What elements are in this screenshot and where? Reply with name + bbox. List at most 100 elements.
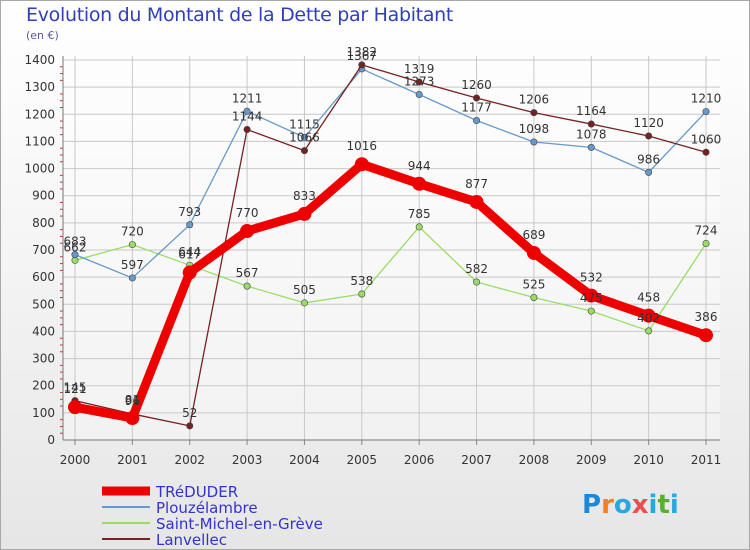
data-point (358, 290, 366, 298)
y-tick-label: 500 (32, 297, 55, 311)
data-label: 724 (695, 223, 718, 237)
x-tick-label: 2009 (576, 453, 607, 467)
data-label: 1382 (347, 45, 378, 59)
data-point (530, 293, 538, 301)
data-point (584, 288, 599, 303)
series-line-2 (74, 226, 707, 332)
data-point (415, 90, 423, 98)
legend-label-lanvellec: Lanvellec (156, 531, 227, 549)
series-line-3 (74, 64, 707, 427)
x-tick-label: 2010 (633, 453, 664, 467)
data-label: 1210 (691, 92, 722, 106)
data-point (469, 194, 484, 209)
data-label: 81 (125, 393, 140, 407)
data-label: 538 (350, 274, 373, 288)
y-tick-label: 1000 (24, 162, 55, 176)
data-point (645, 168, 653, 176)
data-label: 683 (64, 235, 87, 249)
x-tick-label: 2007 (461, 453, 492, 467)
data-point (587, 120, 595, 128)
data-label: 785 (408, 207, 431, 221)
data-label: 662 (64, 240, 87, 254)
legend-label-saint-michel: Saint-Michel-en-Grève (156, 515, 323, 533)
y-tick-label: 1100 (24, 134, 55, 148)
data-label: 689 (522, 228, 545, 242)
data-point (473, 117, 481, 125)
data-label: 1260 (461, 78, 492, 92)
data-label: 532 (580, 271, 603, 285)
x-tick-label: 2008 (519, 453, 550, 467)
y-tick-label: 1200 (24, 107, 55, 121)
data-label: 458 (637, 291, 660, 305)
legend-item-treduder: TRéDUDER (102, 484, 323, 500)
logo-letter: P (582, 490, 602, 520)
data-point (243, 107, 251, 115)
data-point (354, 157, 369, 172)
data-point (182, 265, 197, 280)
y-tick-label: 900 (32, 189, 55, 203)
data-point (186, 422, 194, 430)
y-tick-label: 800 (32, 216, 55, 230)
data-label: 402 (637, 311, 660, 325)
logo-letter: i (669, 490, 679, 520)
x-tick-label: 2004 (289, 453, 320, 467)
logo-letter: o (613, 490, 632, 520)
data-point (243, 125, 251, 133)
data-label: 617 (178, 248, 201, 262)
y-tick-label: 300 (32, 352, 55, 366)
data-label: 1211 (232, 91, 263, 105)
data-point (68, 400, 82, 415)
chart-unit: (en €) (26, 29, 59, 42)
data-label: 1206 (519, 93, 550, 107)
data-label: 1164 (576, 104, 607, 118)
data-label: 944 (408, 159, 431, 173)
data-point (415, 223, 423, 231)
data-point (240, 224, 255, 238)
data-point (641, 308, 656, 323)
data-point (412, 176, 427, 191)
legend-label-treduder: TRéDUDER (156, 483, 239, 501)
data-point (358, 61, 366, 69)
data-point (473, 278, 481, 286)
y-tick-label: 600 (32, 270, 55, 284)
x-tick-label: 2000 (60, 453, 91, 467)
data-point (587, 307, 595, 315)
data-label: 720 (121, 225, 144, 239)
data-point (300, 147, 308, 155)
x-tick-label: 2003 (232, 453, 263, 467)
legend-swatch-treduder (102, 484, 150, 500)
data-label: 525 (522, 278, 545, 292)
y-tick-label: 400 (32, 324, 55, 338)
data-label: 770 (236, 206, 259, 220)
proxiti-logo: Proxiti (582, 490, 679, 520)
data-point (530, 138, 538, 146)
x-tick-label: 2006 (404, 453, 435, 467)
data-point (128, 241, 136, 249)
data-label: 1066 (289, 131, 320, 145)
data-point (300, 299, 308, 307)
data-label: 597 (121, 258, 144, 272)
data-point (415, 78, 423, 86)
logo-letter: r (601, 490, 614, 520)
data-point (125, 411, 140, 426)
data-point (243, 282, 251, 290)
legend-item-saint-michel: Saint-Michel-en-Grève (102, 516, 323, 532)
legend-item-plouzelambre: Plouzélambre (102, 500, 323, 516)
logo-letter: i (648, 490, 658, 520)
data-label: 1319 (404, 62, 435, 76)
data-point (526, 245, 541, 260)
data-label: 877 (465, 177, 488, 191)
data-label: 793 (178, 205, 201, 219)
x-tick-label: 2002 (174, 453, 205, 467)
logo-letter: x (631, 490, 649, 520)
data-point (297, 206, 312, 221)
data-point (128, 274, 136, 282)
data-label: 1016 (347, 139, 378, 153)
data-label: 475 (580, 291, 603, 305)
legend-label-plouzelambre: Plouzélambre (156, 499, 258, 517)
legend-item-lanvellec: Lanvellec (102, 532, 323, 548)
data-point (300, 133, 308, 141)
data-point (186, 221, 194, 229)
data-point (587, 143, 595, 151)
